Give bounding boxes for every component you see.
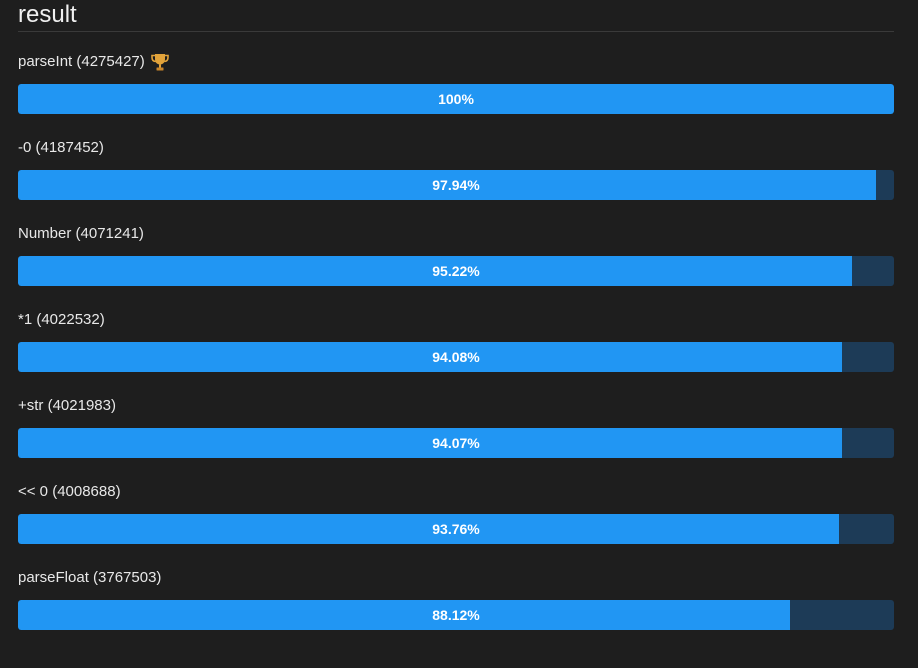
progress-bar: 88.12% [18, 600, 894, 630]
result-item: *1 (4022532) 94.08% [18, 309, 894, 395]
progress-bar-fill [18, 170, 876, 200]
progress-bar-label: 93.76% [432, 521, 480, 537]
result-label-row: << 0 (4008688) [18, 481, 894, 503]
result-item: << 0 (4008688) 93.76% [18, 481, 894, 567]
result-label-row: parseInt (4275427) [18, 51, 894, 73]
result-item: -0 (4187452) 97.94% [18, 137, 894, 223]
result-item: +str (4021983) 94.07% [18, 395, 894, 481]
progress-bar: 95.22% [18, 256, 894, 286]
progress-bar-fill [18, 514, 840, 544]
result-item: parseInt (4275427) 100% [18, 51, 894, 137]
progress-bar-fill [18, 342, 843, 372]
progress-bar-label: 94.07% [432, 435, 480, 451]
progress-bar-label: 95.22% [432, 263, 480, 279]
progress-bar-fill [18, 600, 790, 630]
result-label-row: +str (4021983) [18, 395, 894, 417]
result-label: -0 (4187452) [18, 139, 104, 156]
result-label-row: parseFloat (3767503) [18, 567, 894, 589]
result-label: Number (4071241) [18, 225, 144, 242]
result-label-row: Number (4071241) [18, 223, 894, 245]
result-list: parseInt (4275427) 100% -0 (418 [18, 51, 894, 653]
progress-bar: 94.08% [18, 342, 894, 372]
result-label: parseFloat (3767503) [18, 569, 162, 586]
progress-bar: 100% [18, 84, 894, 114]
progress-bar-label: 94.08% [432, 349, 480, 365]
result-label: << 0 (4008688) [18, 483, 121, 500]
progress-bar-fill [18, 428, 843, 458]
trophy-icon [149, 52, 171, 72]
result-item: parseFloat (3767503) 88.12% [18, 567, 894, 653]
result-item: Number (4071241) 95.22% [18, 223, 894, 309]
progress-bar: 94.07% [18, 428, 894, 458]
result-label: +str (4021983) [18, 397, 116, 414]
result-label-row: -0 (4187452) [18, 137, 894, 159]
progress-bar: 93.76% [18, 514, 894, 544]
progress-bar-fill [18, 256, 853, 286]
result-label: *1 (4022532) [18, 311, 105, 328]
progress-bar-label: 88.12% [432, 607, 480, 623]
progress-bar-label: 97.94% [432, 177, 480, 193]
result-label: parseInt (4275427) [18, 53, 145, 70]
progress-bar-fill [18, 84, 894, 114]
result-label-row: *1 (4022532) [18, 309, 894, 331]
progress-bar: 97.94% [18, 170, 894, 200]
progress-bar-label: 100% [438, 91, 474, 107]
section-title: result [18, 0, 894, 32]
